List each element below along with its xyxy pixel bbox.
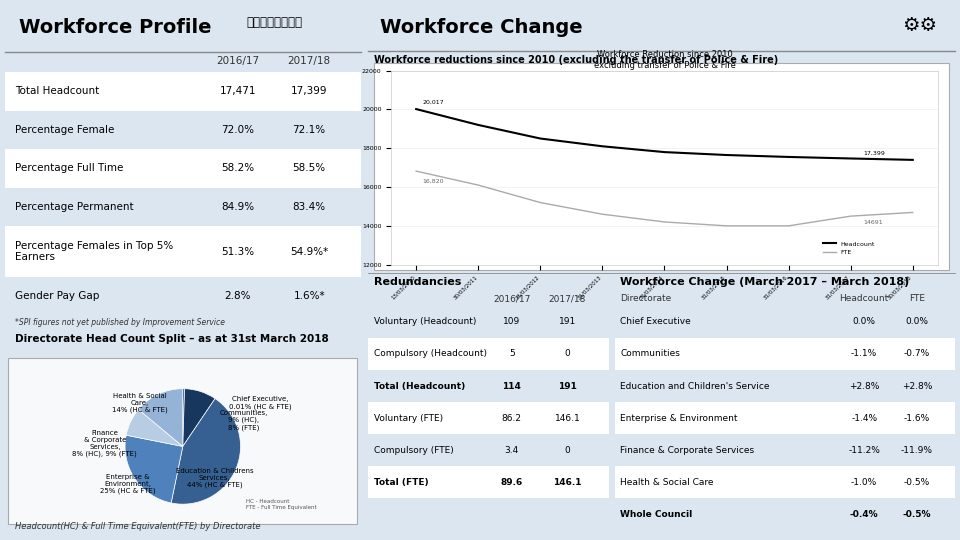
- Text: 0: 0: [564, 349, 570, 359]
- Text: +2.8%: +2.8%: [901, 381, 932, 390]
- Text: Percentage Permanent: Percentage Permanent: [15, 202, 134, 212]
- Text: Education and Children's Service: Education and Children's Service: [620, 381, 770, 390]
- Text: Workforce reductions since 2010 (excluding the transfer of Police & Fire): Workforce reductions since 2010 (excludi…: [373, 55, 778, 65]
- Text: 17,399: 17,399: [291, 86, 327, 97]
- Text: 0.0%: 0.0%: [905, 318, 928, 326]
- Text: Total (FTE): Total (FTE): [373, 478, 428, 487]
- Text: -0.4%: -0.4%: [850, 510, 878, 519]
- Text: Chief Executive: Chief Executive: [620, 318, 691, 326]
- Bar: [373, 63, 949, 270]
- Bar: [5, 149, 361, 188]
- Bar: [5, 111, 361, 149]
- Text: Voluntary (FTE): Voluntary (FTE): [373, 414, 443, 423]
- Text: Total (Headcount): Total (Headcount): [373, 381, 465, 390]
- Text: Compulsory (Headcount): Compulsory (Headcount): [373, 349, 487, 359]
- Text: ⚙⚙: ⚙⚙: [902, 16, 937, 35]
- Text: 0.0%: 0.0%: [852, 318, 876, 326]
- Text: 2016/17: 2016/17: [493, 294, 531, 303]
- Text: 191: 191: [558, 381, 577, 390]
- Text: -0.5%: -0.5%: [904, 478, 930, 487]
- Text: 2016/17: 2016/17: [216, 56, 259, 66]
- Text: Voluntary (Headcount): Voluntary (Headcount): [373, 318, 476, 326]
- Bar: [614, 466, 955, 498]
- Bar: [614, 498, 955, 530]
- Text: 114: 114: [502, 381, 521, 390]
- Bar: [368, 434, 609, 466]
- Text: 83.4%: 83.4%: [293, 202, 325, 212]
- Text: Whole Council: Whole Council: [620, 510, 693, 519]
- Text: 51.3%: 51.3%: [222, 247, 254, 256]
- Text: -1.0%: -1.0%: [851, 478, 877, 487]
- Text: 72.1%: 72.1%: [293, 125, 325, 135]
- Text: -0.5%: -0.5%: [902, 510, 931, 519]
- Text: 86.2: 86.2: [502, 414, 521, 423]
- Text: -1.1%: -1.1%: [851, 349, 877, 359]
- Text: Directorate: Directorate: [620, 294, 672, 303]
- Bar: [614, 402, 955, 434]
- Text: 72.0%: 72.0%: [222, 125, 254, 135]
- Text: 191: 191: [559, 318, 576, 326]
- Text: 84.9%: 84.9%: [222, 202, 254, 212]
- Bar: [368, 338, 609, 370]
- Text: FTE: FTE: [909, 294, 925, 303]
- Text: 109: 109: [503, 318, 520, 326]
- Text: +2.8%: +2.8%: [849, 381, 879, 390]
- Text: 146.1: 146.1: [555, 414, 581, 423]
- Bar: [368, 370, 609, 402]
- Text: 58.2%: 58.2%: [222, 164, 254, 173]
- Text: 17,471: 17,471: [220, 86, 256, 97]
- Bar: [368, 402, 609, 434]
- Text: Percentage Female: Percentage Female: [15, 125, 115, 135]
- Text: Finance & Corporate Services: Finance & Corporate Services: [620, 446, 755, 455]
- Text: Workforce Change (March 2017 – March 2018): Workforce Change (March 2017 – March 201…: [620, 277, 910, 287]
- Text: -11.2%: -11.2%: [849, 446, 880, 455]
- Bar: [368, 306, 609, 338]
- Text: 146.1: 146.1: [553, 478, 582, 487]
- Text: 👤👤👤👤👤👤👤👤: 👤👤👤👤👤👤👤👤: [247, 16, 302, 29]
- Text: 3.4: 3.4: [505, 446, 518, 455]
- Text: Workforce Change: Workforce Change: [379, 18, 582, 37]
- Text: Health & Social Care: Health & Social Care: [620, 478, 714, 487]
- Bar: [5, 277, 361, 315]
- Text: -1.4%: -1.4%: [852, 414, 877, 423]
- Text: Headcount(HC) & Full Time Equivalent(FTE) by Directorate: Headcount(HC) & Full Time Equivalent(FTE…: [15, 522, 261, 531]
- Text: 1.6%*: 1.6%*: [294, 291, 325, 301]
- Text: 2017/18: 2017/18: [288, 56, 330, 66]
- Text: -1.6%: -1.6%: [904, 414, 930, 423]
- Text: Compulsory (FTE): Compulsory (FTE): [373, 446, 453, 455]
- Text: -11.9%: -11.9%: [901, 446, 933, 455]
- Bar: [614, 434, 955, 466]
- Text: Percentage Females in Top 5%
Earners: Percentage Females in Top 5% Earners: [15, 241, 174, 262]
- Text: 89.6: 89.6: [500, 478, 523, 487]
- Text: 2017/18: 2017/18: [549, 294, 587, 303]
- Bar: [5, 188, 361, 226]
- Text: -0.7%: -0.7%: [904, 349, 930, 359]
- Text: Workforce Profile: Workforce Profile: [19, 18, 211, 37]
- Text: 5: 5: [509, 349, 515, 359]
- Text: Enterprise & Environment: Enterprise & Environment: [620, 414, 738, 423]
- Text: Communities: Communities: [620, 349, 681, 359]
- Text: Percentage Full Time: Percentage Full Time: [15, 164, 124, 173]
- Bar: [614, 306, 955, 338]
- Text: 58.5%: 58.5%: [293, 164, 325, 173]
- Bar: [9, 358, 357, 524]
- Bar: [368, 466, 609, 498]
- Bar: [614, 338, 955, 370]
- Text: 2.8%: 2.8%: [225, 291, 252, 301]
- Bar: [5, 72, 361, 111]
- Bar: [5, 226, 361, 277]
- Text: *SPI figures not yet published by Improvement Service: *SPI figures not yet published by Improv…: [15, 318, 226, 327]
- Text: Directorate Head Count Split – as at 31st March 2018: Directorate Head Count Split – as at 31s…: [15, 334, 329, 344]
- Bar: [614, 370, 955, 402]
- Text: 54.9%*: 54.9%*: [290, 247, 328, 256]
- Text: Total Headcount: Total Headcount: [15, 86, 100, 97]
- Text: Headcount: Headcount: [840, 294, 889, 303]
- Text: 0: 0: [564, 446, 570, 455]
- Text: Gender Pay Gap: Gender Pay Gap: [15, 291, 100, 301]
- Text: Redundancies: Redundancies: [373, 277, 461, 287]
